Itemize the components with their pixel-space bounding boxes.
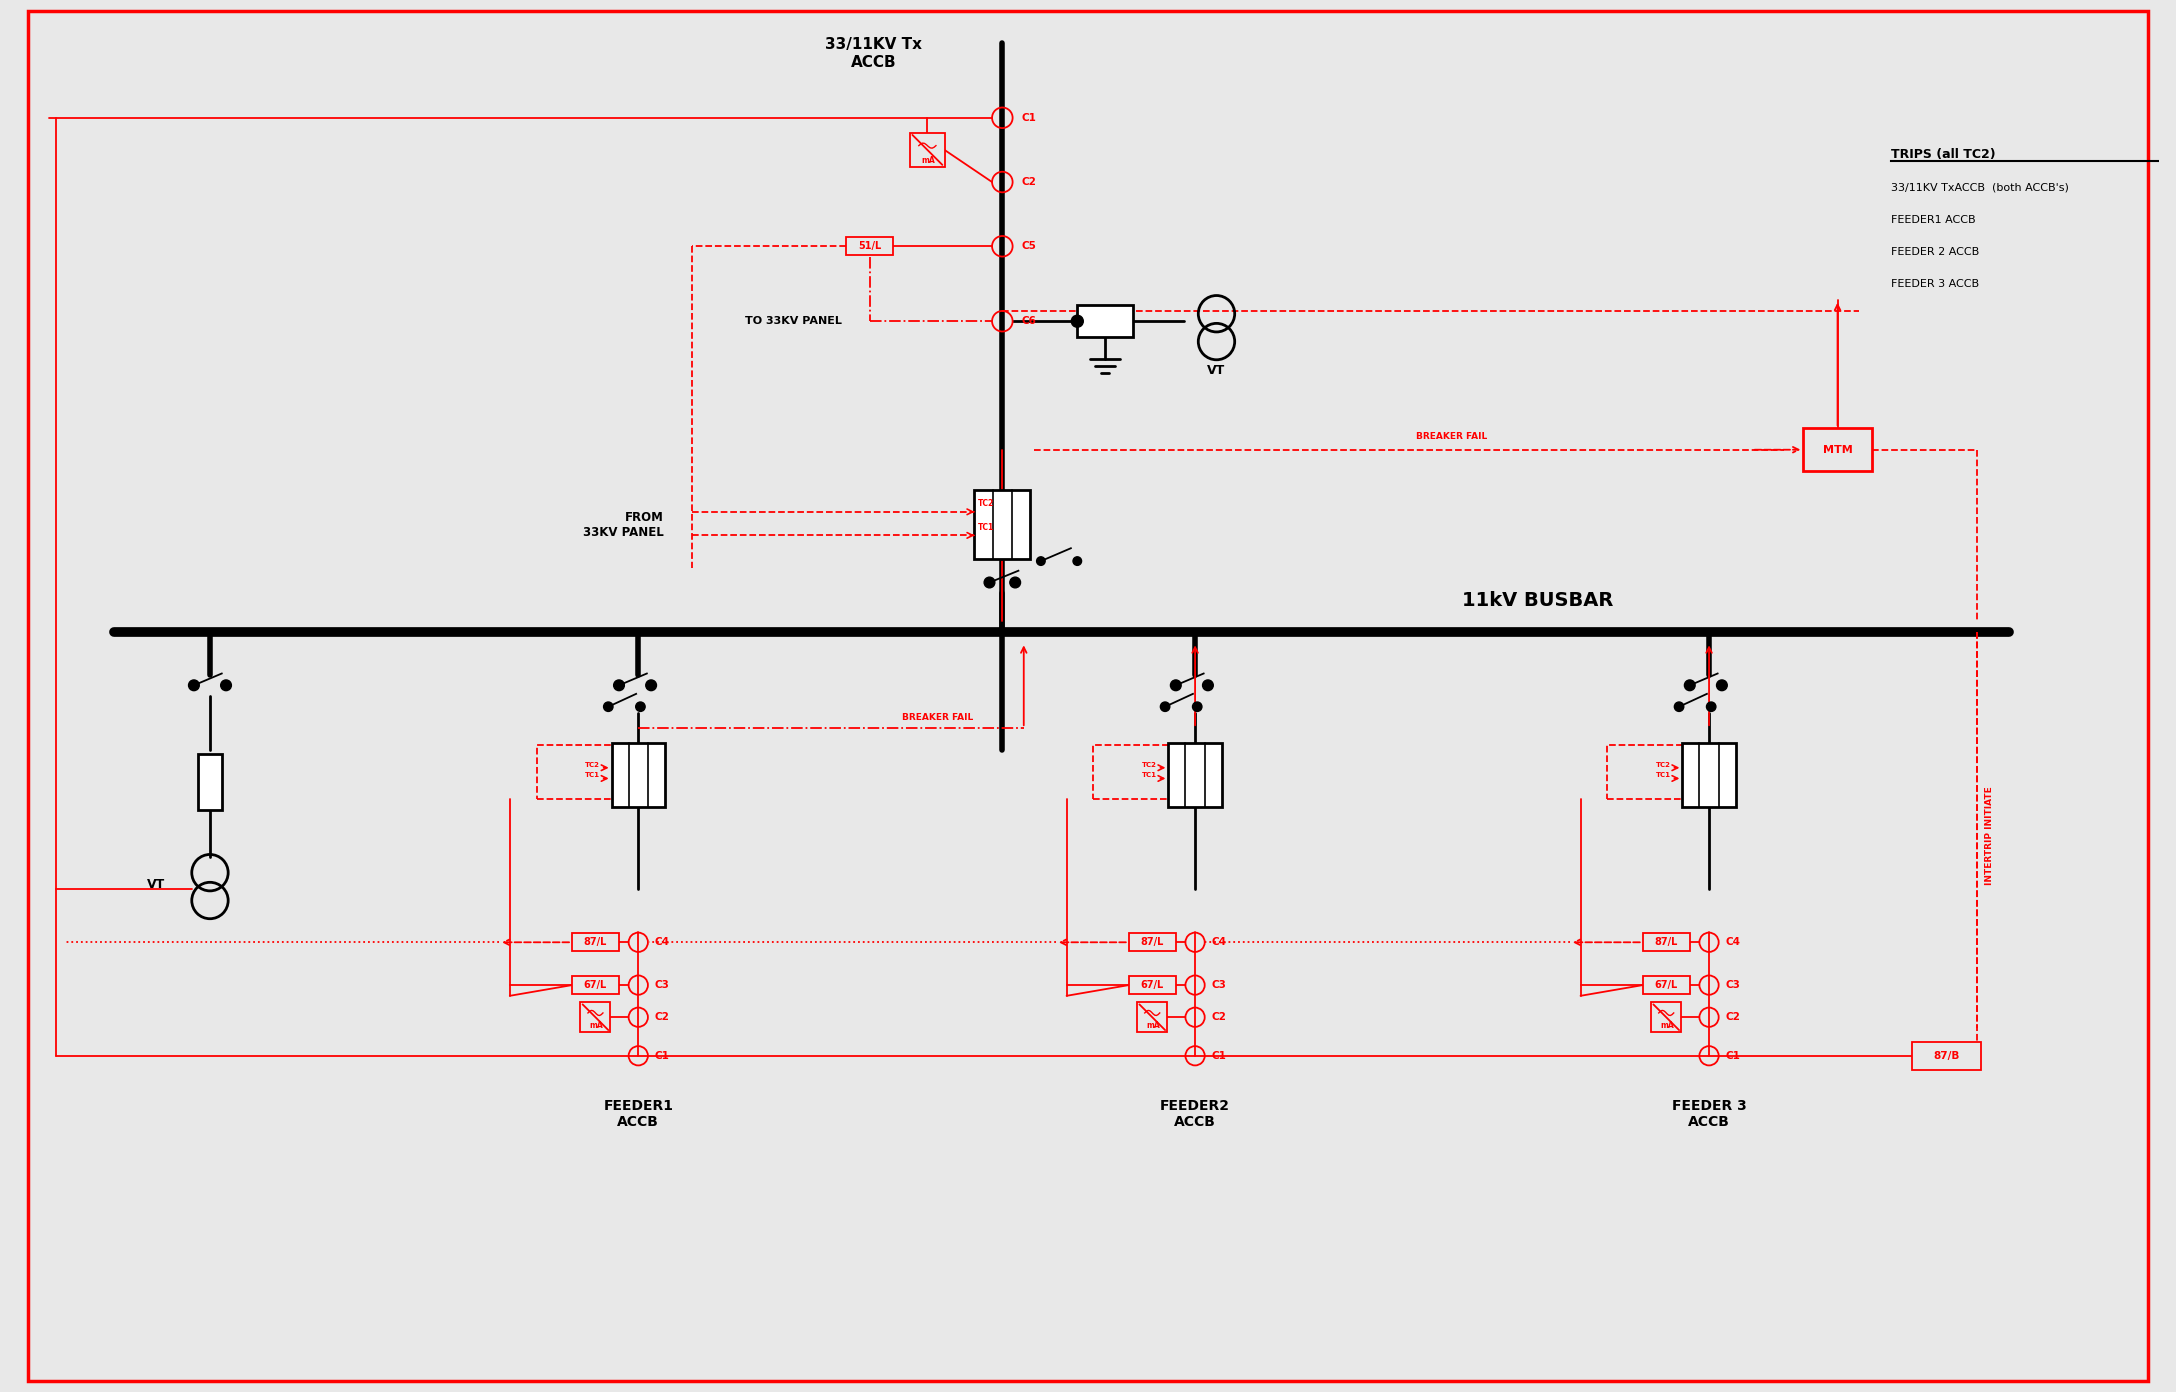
- Circle shape: [603, 702, 614, 711]
- Circle shape: [1171, 679, 1182, 690]
- Text: C2: C2: [1212, 1012, 1225, 1022]
- Text: TC1: TC1: [977, 523, 994, 532]
- Bar: [1913, 1041, 1980, 1069]
- Bar: [572, 976, 618, 994]
- Text: 51/L: 51/L: [857, 241, 881, 252]
- Text: MTM: MTM: [1823, 444, 1852, 455]
- Circle shape: [189, 679, 200, 690]
- Text: C2: C2: [1021, 177, 1036, 187]
- Bar: [1077, 305, 1134, 337]
- Text: FROM
33KV PANEL: FROM 33KV PANEL: [583, 511, 664, 539]
- Text: TC1: TC1: [1142, 773, 1155, 778]
- Text: FEEDER 3
ACCB: FEEDER 3 ACCB: [1671, 1098, 1747, 1129]
- Bar: [1608, 745, 1704, 799]
- Bar: [1682, 743, 1736, 807]
- Text: TC2: TC2: [977, 500, 994, 508]
- Bar: [537, 745, 633, 799]
- Circle shape: [1203, 679, 1214, 690]
- Text: C2: C2: [655, 1012, 670, 1022]
- Text: TRIPS (all TC2): TRIPS (all TC2): [1891, 148, 1995, 160]
- Circle shape: [220, 679, 231, 690]
- Bar: [1129, 933, 1175, 951]
- Bar: [1092, 745, 1190, 799]
- Text: 87/B: 87/B: [1934, 1051, 1961, 1061]
- Circle shape: [614, 679, 625, 690]
- Circle shape: [1160, 702, 1171, 711]
- Text: 87/L: 87/L: [1654, 937, 1678, 948]
- Text: TC2: TC2: [1142, 761, 1155, 767]
- Text: C5: C5: [1021, 241, 1036, 252]
- Text: FEEDER2
ACCB: FEEDER2 ACCB: [1160, 1098, 1229, 1129]
- Bar: [910, 132, 944, 167]
- Text: 87/L: 87/L: [583, 937, 607, 948]
- Text: FEEDER1
ACCB: FEEDER1 ACCB: [603, 1098, 672, 1129]
- Text: mA: mA: [923, 156, 936, 166]
- Text: TC1: TC1: [585, 773, 601, 778]
- Text: 67/L: 67/L: [1140, 980, 1164, 990]
- Text: mA: mA: [1660, 1022, 1673, 1030]
- Text: BREAKER FAIL: BREAKER FAIL: [903, 713, 973, 721]
- Bar: [1169, 743, 1223, 807]
- Text: C1: C1: [1726, 1051, 1741, 1061]
- Text: 67/L: 67/L: [1654, 980, 1678, 990]
- Text: C4: C4: [1726, 937, 1741, 948]
- Bar: [1129, 976, 1175, 994]
- Circle shape: [1717, 679, 1728, 690]
- Bar: [1643, 976, 1691, 994]
- Bar: [1804, 429, 1871, 470]
- Circle shape: [984, 578, 994, 587]
- Text: FEEDER 3 ACCB: FEEDER 3 ACCB: [1891, 280, 1980, 290]
- Text: mA: mA: [1147, 1022, 1160, 1030]
- Text: C4: C4: [1212, 937, 1225, 948]
- Text: C3: C3: [1726, 980, 1741, 990]
- Circle shape: [1192, 702, 1201, 711]
- Text: TC1: TC1: [1656, 773, 1671, 778]
- Text: 11kV BUSBAR: 11kV BUSBAR: [1462, 592, 1612, 610]
- Circle shape: [1036, 557, 1044, 565]
- Text: FEEDER1 ACCB: FEEDER1 ACCB: [1891, 214, 1976, 226]
- Text: C1: C1: [1212, 1051, 1225, 1061]
- Text: TO 33KV PANEL: TO 33KV PANEL: [744, 316, 842, 326]
- Bar: [1138, 1002, 1166, 1033]
- Bar: [1643, 933, 1691, 951]
- Text: VT: VT: [148, 878, 165, 891]
- Bar: [198, 754, 222, 810]
- Text: C1: C1: [655, 1051, 670, 1061]
- Text: C2: C2: [1726, 1012, 1741, 1022]
- Text: TC2: TC2: [1656, 761, 1671, 767]
- Bar: [1652, 1002, 1682, 1033]
- Text: INTERTRIP INITIATE: INTERTRIP INITIATE: [1985, 786, 1995, 884]
- Bar: [581, 1002, 611, 1033]
- Circle shape: [635, 702, 644, 711]
- Bar: [611, 743, 666, 807]
- Circle shape: [1010, 578, 1021, 587]
- Bar: [975, 490, 1029, 560]
- Text: 87/L: 87/L: [1140, 937, 1164, 948]
- Text: mA: mA: [590, 1022, 603, 1030]
- Circle shape: [1673, 702, 1684, 711]
- Text: C4: C4: [655, 937, 670, 948]
- Bar: [572, 933, 618, 951]
- Circle shape: [1073, 557, 1081, 565]
- Circle shape: [646, 679, 657, 690]
- Circle shape: [1071, 315, 1084, 327]
- Circle shape: [1684, 679, 1695, 690]
- Text: C3: C3: [655, 980, 670, 990]
- Text: 33/11KV TxACCB  (both ACCB's): 33/11KV TxACCB (both ACCB's): [1891, 182, 2069, 192]
- Text: C3: C3: [1212, 980, 1225, 990]
- Text: BREAKER FAIL: BREAKER FAIL: [1417, 432, 1488, 441]
- Text: FEEDER 2 ACCB: FEEDER 2 ACCB: [1891, 246, 1980, 258]
- Bar: [846, 237, 892, 255]
- Text: TC2: TC2: [585, 761, 601, 767]
- Circle shape: [1706, 702, 1717, 711]
- Text: 67/L: 67/L: [583, 980, 607, 990]
- Text: C1: C1: [1021, 113, 1036, 122]
- Text: VT: VT: [1208, 365, 1225, 377]
- Text: 33/11KV Tx
ACCB: 33/11KV Tx ACCB: [825, 38, 923, 70]
- Text: C6: C6: [1021, 316, 1036, 326]
